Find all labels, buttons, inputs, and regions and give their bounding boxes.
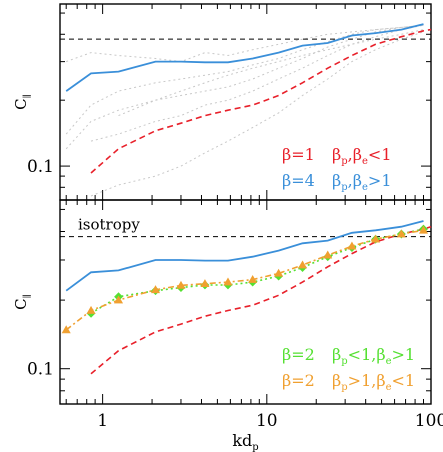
legend-beta: β=2 xyxy=(282,371,315,390)
triangle-marker xyxy=(323,250,333,259)
legend-sub-p: p xyxy=(341,182,347,193)
legend-relation: <1 xyxy=(392,371,416,390)
legend-sub-e: e xyxy=(362,182,368,193)
triangle-marker xyxy=(396,229,406,238)
legend-condition: βp,βe>1 xyxy=(332,171,392,193)
legend-sub-p: p xyxy=(341,356,347,367)
background-curve xyxy=(65,24,424,150)
triangle-marker xyxy=(371,234,381,243)
legend-beta-symbol: β xyxy=(332,171,341,190)
legend-beta: β=1 xyxy=(282,145,315,164)
series-line-0 xyxy=(65,220,424,292)
legend-sub-p: p xyxy=(341,156,347,167)
legend-sub-e: e xyxy=(362,156,368,167)
y-axis-label-sub: ∥ xyxy=(22,94,33,98)
legend-relation: >1 xyxy=(392,345,416,364)
triangle-marker xyxy=(248,275,258,283)
legend-mid: ,β xyxy=(348,171,362,190)
y-tick-label: 0.1 xyxy=(27,360,54,380)
y-axis-label: C∥ xyxy=(12,294,33,310)
legend-beta: β=2 xyxy=(282,345,315,364)
legend-relation: <1 xyxy=(368,145,392,164)
x-tick-label: 10 xyxy=(256,411,278,431)
legend-relation: >1 xyxy=(368,171,392,190)
triangle-marker xyxy=(86,305,96,314)
legend-beta-symbol: β xyxy=(332,345,341,364)
triangle-marker xyxy=(200,279,210,288)
triangle-marker xyxy=(151,285,161,294)
legend-beta-symbol: β xyxy=(332,371,341,390)
series-line-1 xyxy=(90,225,432,375)
x-axis-label-main: kd xyxy=(232,431,252,450)
legend-mid: <1,β xyxy=(348,345,386,364)
background-curve xyxy=(66,24,424,63)
legend-sub-p: p xyxy=(341,382,347,393)
legend-beta: β=4 xyxy=(282,171,315,190)
background-curve xyxy=(65,24,424,135)
x-axis-label-sub: p xyxy=(252,442,258,452)
y-axis-label: C∥ xyxy=(12,94,33,110)
y-axis-label-sub: ∥ xyxy=(22,294,33,298)
x-axis-label: kdp xyxy=(232,431,258,452)
background-curve xyxy=(118,29,424,117)
legend-condition: βp>1,βe<1 xyxy=(332,371,415,393)
y-axis-label-main: C xyxy=(12,98,30,109)
legend-condition: βp<1,βe>1 xyxy=(332,345,415,367)
legend-sub-e: e xyxy=(386,356,392,367)
y-axis-label-main: C xyxy=(12,298,30,309)
legend-mid: ,β xyxy=(348,145,362,164)
triangle-marker xyxy=(176,280,186,289)
triangle-marker xyxy=(298,260,308,269)
triangle-marker xyxy=(223,277,233,286)
legend-condition: βp,βe<1 xyxy=(332,145,392,167)
triangle-marker xyxy=(347,241,357,250)
legend-beta-symbol: β xyxy=(332,145,341,164)
background-curve xyxy=(90,24,424,142)
triangle-marker xyxy=(114,295,124,304)
triangle-marker xyxy=(274,268,284,277)
series-line-2 xyxy=(90,228,424,314)
x-tick-label: 1 xyxy=(97,411,108,431)
plot-frame xyxy=(59,199,432,405)
isotropy-label: isotropy xyxy=(78,216,140,234)
triangle-marker xyxy=(418,225,429,234)
y-tick-label: 0.1 xyxy=(27,157,54,177)
triangle-marker xyxy=(61,325,71,334)
panel-top: 0.1C∥β=1 βp,βe<1β=4 βp,βe>1 xyxy=(12,3,432,201)
series-line-1 xyxy=(90,28,432,174)
legend-mid: >1,β xyxy=(348,371,386,390)
x-tick-label: 100 xyxy=(415,411,443,431)
background-curve xyxy=(90,31,424,197)
legend-sub-e: e xyxy=(386,382,392,393)
series-line-0 xyxy=(65,23,424,92)
